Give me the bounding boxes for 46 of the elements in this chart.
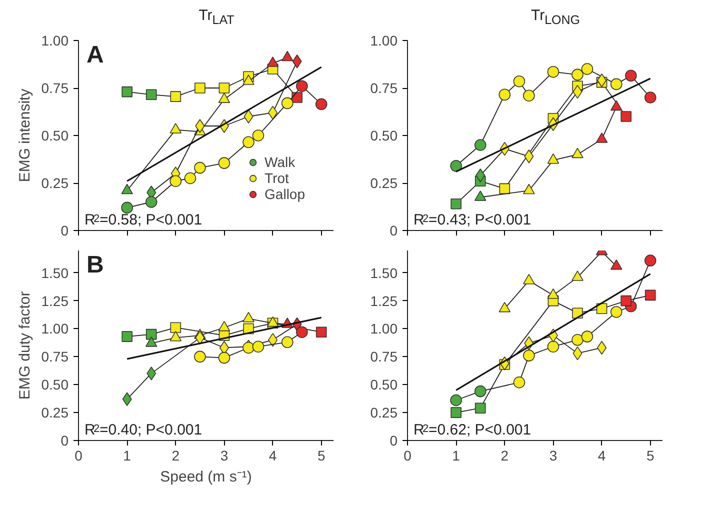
x-tick-label: 3 [220,448,228,464]
y-tick-label: 1.25 [370,292,398,309]
y-axis-title: EMG duty factor [16,291,34,400]
y-tick-label: 1.00 [370,32,398,48]
x-tick-label: 5 [646,448,654,464]
x-tick-label: 0 [404,448,412,464]
y-tick-label: 0.25 [41,404,69,421]
x-tick-label: 5 [317,448,326,464]
y-tick-label: 1.25 [41,292,69,309]
y-tick-label: 0 [390,432,398,448]
y-tick-label: 0.25 [41,175,69,191]
y-tick-label: 1.00 [41,320,69,337]
y-tick-label: 0.25 [370,175,398,191]
y-tick-label: 1.50 [41,264,69,281]
x-tick-label: 2 [172,448,180,464]
x-tick-label: 0 [74,448,83,464]
y-tick-label: 0.75 [370,348,398,365]
x-tick-label: 1 [452,448,460,464]
y-tick-label: 0.25 [370,404,398,421]
legend-label: Trot [264,170,289,186]
legend-label: Walk [264,154,296,170]
y-tick-label: 0.75 [41,348,69,365]
y-tick-label: 0 [60,222,69,238]
x-tick-label: 3 [549,448,558,464]
y-tick-label: 1.00 [370,320,398,337]
y-tick-label: 0 [390,222,398,238]
x-axis-title: Speed (m s⁻¹) [160,468,252,486]
x-tick-label: 2 [500,448,509,464]
chart-title: Tr$_{LAT}$ [198,6,234,29]
x-tick-label: 4 [268,448,277,464]
y-tick-label: 0.75 [41,80,69,96]
y-tick-label: 0.50 [41,128,69,144]
y-tick-label: 0.50 [370,128,398,144]
legend-label: Gallop [264,186,305,202]
y-tick-label: 0.50 [370,376,398,393]
y-tick-label: 1.00 [41,32,69,48]
annotation: A [86,42,104,68]
y-axis-title: EMG intensity [16,88,34,182]
annotation: B [86,252,104,278]
y-tick-label: 0.50 [41,376,69,393]
y-tick-label: 1.50 [370,264,398,281]
x-tick-label: 4 [598,448,606,464]
x-tick-label: 1 [123,448,132,464]
y-tick-label: 0 [60,432,69,448]
chart-title: Tr$_{LONG}$ [530,6,580,29]
y-tick-label: 0.75 [370,80,398,96]
